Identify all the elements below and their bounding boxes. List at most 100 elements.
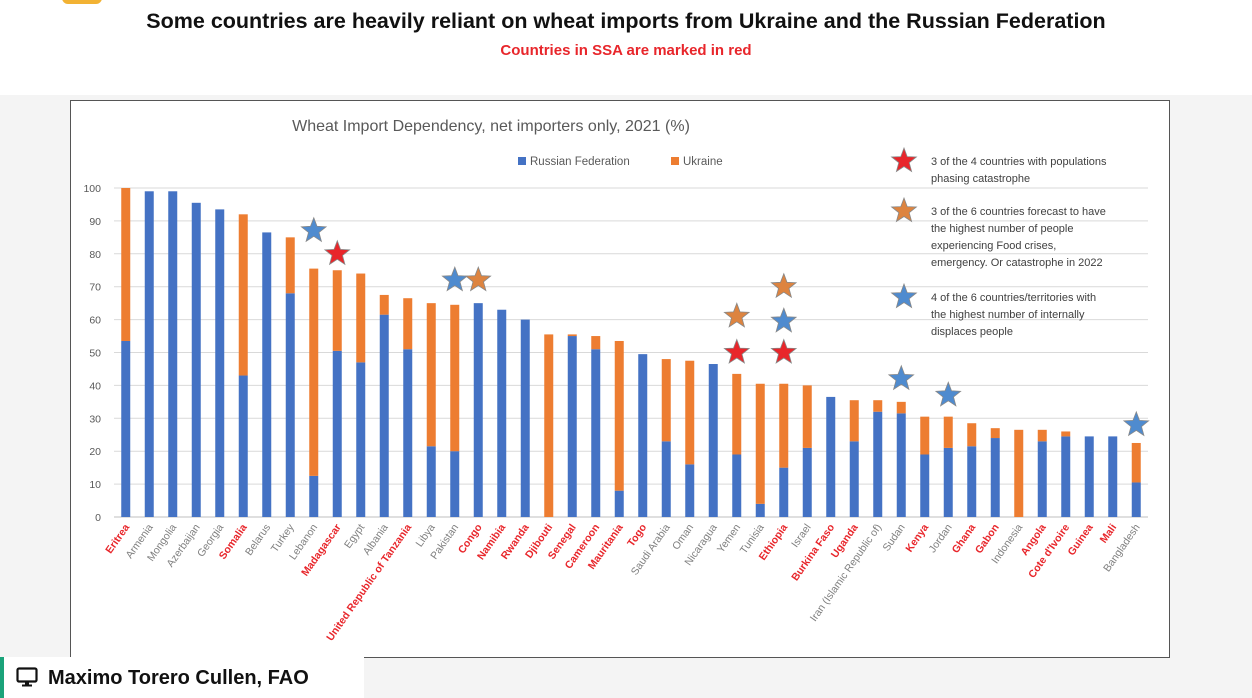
star-blue-jordan	[934, 381, 962, 407]
bar-russia-bangladesh	[1131, 482, 1141, 517]
bar-ukraine-djibouti	[544, 334, 554, 517]
bar-ukraine-egypt	[356, 273, 366, 363]
star-red-yemen	[723, 338, 751, 364]
legend-star-orange	[890, 196, 918, 223]
bar-russia-madagascar	[332, 350, 342, 517]
bar-russia-turkey	[285, 293, 295, 517]
bar-ukraine-albania	[379, 294, 389, 315]
legend-text-blue: the highest number of internally	[931, 309, 1085, 321]
bar-russia-togo	[638, 354, 648, 517]
bar-russia-yemen	[732, 454, 742, 517]
speaker-caption: Maximo Torero Cullen, FAO	[0, 657, 364, 698]
bar-russia-rwanda	[520, 319, 530, 517]
bar-ukraine-somalia	[238, 214, 248, 376]
star-blue-ethiopia	[770, 307, 798, 333]
bar-russia-eritrea	[121, 340, 131, 517]
bar-russia-senegal	[567, 336, 577, 517]
monitor-icon	[16, 667, 38, 692]
bar-russia-mauritania	[614, 490, 624, 517]
y-tick-label: 30	[89, 413, 101, 425]
star-blue-lebanon	[300, 216, 328, 243]
bar-ukraine-senegal	[567, 334, 577, 337]
bar-russia-cameroon	[591, 349, 601, 517]
bar-russia-tunisia	[755, 503, 765, 517]
legend-star-blue	[890, 282, 918, 309]
bar-russia-belarus	[262, 232, 272, 518]
bar-russia-namibia	[497, 309, 507, 517]
y-tick-label: 10	[89, 479, 101, 491]
y-tick-label: 60	[89, 315, 101, 327]
bar-ukraine-angola	[1037, 429, 1047, 442]
bar-ukraine-mauritania	[614, 340, 624, 491]
bar-russia-iran-islamic-republic-of	[873, 411, 883, 517]
legend-text-orange: experiencing Food crises,	[931, 240, 1056, 252]
bar-ukraine-cote-d-ivoire	[1061, 431, 1071, 437]
x-tick-label-guinea: Guinea	[1065, 522, 1095, 558]
legend-text-red: 3 of the 4 countries with populations	[931, 156, 1107, 168]
bar-russia-somalia	[238, 375, 248, 517]
bar-ukraine-lebanon	[309, 268, 319, 476]
bar-ukraine-pakistan	[450, 304, 460, 452]
y-tick-label: 100	[83, 183, 101, 195]
legend-swatch-ukraine	[671, 157, 679, 165]
star-red-ethiopia	[770, 338, 798, 364]
bar-ukraine-gabon	[990, 428, 1000, 439]
y-tick-label: 50	[89, 348, 101, 360]
bar-russia-mongolia	[168, 191, 178, 517]
bar-ukraine-ghana	[967, 423, 977, 447]
bar-russia-ghana	[967, 446, 977, 517]
bar-russia-azerbaijan	[191, 202, 201, 517]
bar-russia-sudan	[896, 413, 906, 517]
bar-russia-guinea	[1084, 436, 1094, 517]
slide-subtitle: Countries in SSA are marked in red	[500, 42, 752, 59]
bar-russia-israel	[802, 447, 812, 517]
star-orange-ethiopia	[770, 272, 798, 299]
logo-fragment	[62, 0, 102, 4]
legend-text-blue: displaces people	[931, 326, 1013, 338]
chart-title: Wheat Import Dependency, net importers o…	[292, 118, 690, 135]
bar-ukraine-israel	[802, 385, 812, 448]
bar-russia-jordan	[943, 447, 953, 517]
bar-russia-armenia	[144, 191, 154, 517]
chart-frame: Wheat Import Dependency, net importers o…	[70, 100, 1170, 658]
bar-russia-united-republic-of-tanzania	[403, 349, 413, 517]
legend-text-red: phasing catastrophe	[931, 173, 1030, 185]
bar-russia-cote-d-ivoire	[1061, 436, 1071, 517]
y-tick-label: 80	[89, 249, 101, 261]
star-blue-pakistan	[441, 265, 469, 292]
y-tick-label: 20	[89, 446, 101, 458]
bar-ukraine-bangladesh	[1131, 442, 1141, 483]
bar-russia-gabon	[990, 438, 1000, 517]
speaker-name: Maximo Torero Cullen, FAO	[48, 667, 309, 689]
bar-ukraine-oman	[685, 360, 695, 465]
bar-russia-pakistan	[450, 451, 460, 517]
bar-ukraine-kenya	[920, 416, 930, 455]
star-blue-bangladesh	[1122, 410, 1150, 437]
legend-text-orange: 3 of the 6 countries forecast to have	[931, 206, 1106, 218]
bar-ukraine-libya	[426, 303, 436, 447]
star-blue-sudan	[887, 364, 915, 391]
bar-ukraine-ethiopia	[779, 383, 789, 468]
bar-russia-ethiopia	[779, 467, 789, 517]
bar-ukraine-yemen	[732, 373, 742, 455]
bar-ukraine-iran-islamic-republic-of	[873, 400, 883, 412]
bar-russia-kenya	[920, 454, 930, 517]
bar-ukraine-uganda	[849, 400, 859, 442]
bar-russia-congo	[473, 303, 483, 517]
bar-russia-libya	[426, 446, 436, 517]
x-tick-label-mali: Mali	[1098, 522, 1120, 546]
bar-ukraine-jordan	[943, 416, 953, 448]
bar-russia-georgia	[215, 209, 225, 517]
bar-russia-nicaragua	[708, 364, 718, 517]
bar-russia-egypt	[356, 362, 366, 517]
bar-russia-albania	[379, 314, 389, 517]
bar-ukraine-madagascar	[332, 270, 342, 351]
legend-text-orange: the highest number of people	[931, 223, 1074, 235]
legend-label-ukraine: Ukraine	[683, 156, 723, 168]
bar-russia-oman	[685, 464, 695, 517]
bar-ukraine-turkey	[285, 237, 295, 294]
legend-text-orange: emergency. Or catastrophe in 2022	[931, 257, 1103, 269]
bar-russia-uganda	[849, 441, 859, 517]
star-orange-yemen	[723, 302, 751, 328]
star-orange-congo	[464, 265, 492, 292]
